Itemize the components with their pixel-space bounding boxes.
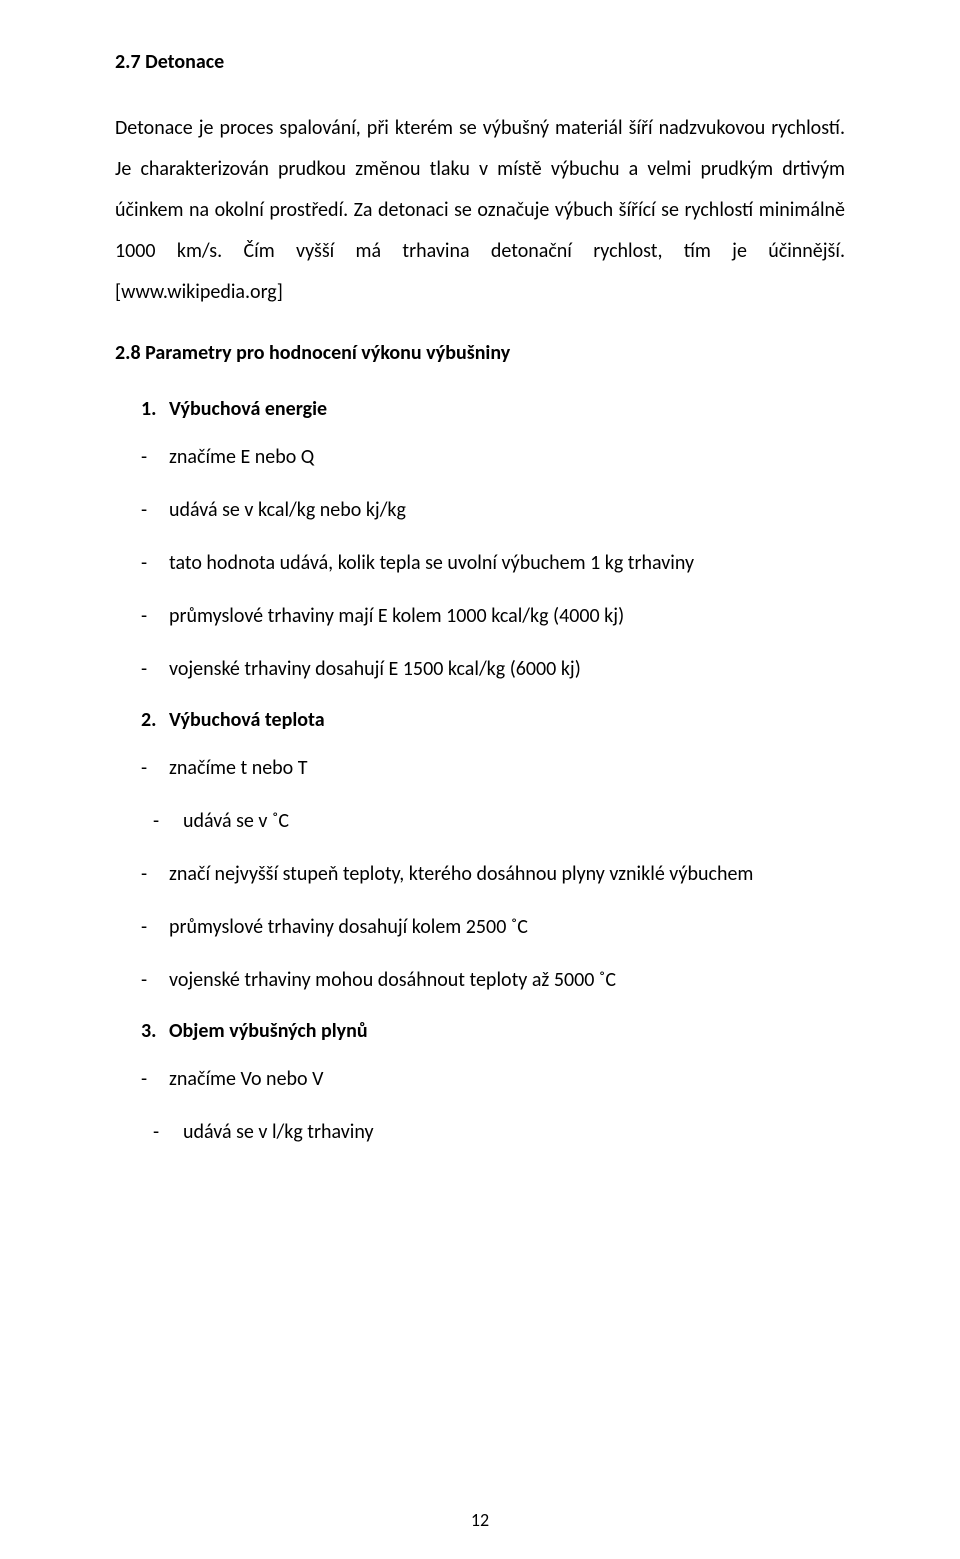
document-page: 2.7 Detonace Detonace je proces spalován… xyxy=(0,0,960,1559)
list-item: vojenské trhaviny dosahují E 1500 kcal/k… xyxy=(115,655,845,684)
param-1-list: značíme E nebo Q udává se v kcal/kg nebo… xyxy=(115,443,845,684)
param-2-list-b: udává se v ˚C xyxy=(115,807,845,836)
param-2-heading: 2. Výbuchová teplota xyxy=(141,708,845,732)
list-item: značí nejvyšší stupeň teploty, kterého d… xyxy=(115,860,845,889)
section-2-8-heading: 2.8 Parametry pro hodnocení výkonu výbuš… xyxy=(115,341,845,365)
section-2-7-heading: 2.7 Detonace xyxy=(115,50,845,74)
list-item: udává se v kcal/kg nebo kj/kg xyxy=(115,496,845,525)
page-number: 12 xyxy=(0,1509,960,1531)
param-3-number: 3. xyxy=(141,1019,169,1043)
section-2-7-paragraph: Detonace je proces spalování, při kterém… xyxy=(115,108,845,313)
list-item: udává se v l/kg trhaviny xyxy=(115,1118,845,1147)
param-2-title: Výbuchová teplota xyxy=(169,708,325,732)
list-item: značíme Vo nebo V xyxy=(115,1065,845,1094)
param-1-heading: 1. Výbuchová energie xyxy=(141,397,845,421)
param-3-heading: 3. Objem výbušných plynů xyxy=(141,1019,845,1043)
param-1-number: 1. xyxy=(141,397,169,421)
list-item: průmyslové trhaviny mají E kolem 1000 kc… xyxy=(115,602,845,631)
list-item: značíme E nebo Q xyxy=(115,443,845,472)
param-1-title: Výbuchová energie xyxy=(169,397,327,421)
list-item: tato hodnota udává, kolik tepla se uvoln… xyxy=(115,549,845,578)
list-item: průmyslové trhaviny dosahují kolem 2500 … xyxy=(115,913,845,942)
param-3-title: Objem výbušných plynů xyxy=(169,1019,368,1043)
list-item: vojenské trhaviny mohou dosáhnout teplot… xyxy=(115,966,845,995)
list-item: udává se v ˚C xyxy=(115,807,845,836)
param-2-number: 2. xyxy=(141,708,169,732)
param-2-list-a: značíme t nebo T xyxy=(115,754,845,783)
param-3-list-b: udává se v l/kg trhaviny xyxy=(115,1118,845,1147)
param-2-list-c: značí nejvyšší stupeň teploty, kterého d… xyxy=(115,860,845,995)
list-item: značíme t nebo T xyxy=(115,754,845,783)
param-3-list-a: značíme Vo nebo V xyxy=(115,1065,845,1094)
